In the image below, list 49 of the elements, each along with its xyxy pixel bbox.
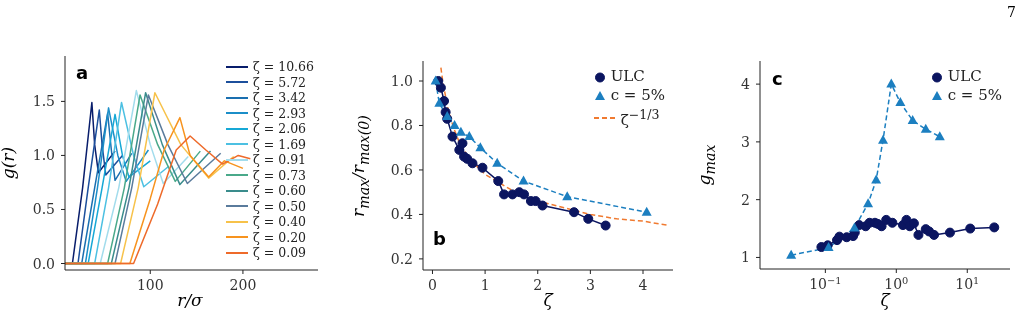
y-tick-label: 3 (741, 133, 750, 150)
y-tick-label: 4 (741, 76, 751, 93)
x-axis-title: ζ (880, 290, 890, 310)
legend-label: ζ = 0.09 (253, 245, 307, 261)
x-tick-label: 4 (638, 277, 648, 293)
legend-label: ζ = 0.91 (253, 152, 307, 168)
legend-label: c = 5% (947, 86, 1002, 105)
legend-label: ζ = 1.69 (253, 136, 307, 152)
x-tick-label: 10$^{−1}$ (809, 274, 842, 292)
x-tick-label: 200 (229, 277, 257, 293)
y-tick-label: 1.5 (32, 93, 55, 110)
y-tick-label: 1.0 (32, 147, 55, 164)
x-tick-label: 2 (533, 277, 543, 293)
x-tick-label: 100 (136, 277, 164, 293)
y-tick-label: 0.6 (390, 161, 414, 178)
y-tick-label: 2 (741, 191, 750, 208)
legend-label: ULC (610, 67, 645, 86)
legend-label: ζ = 0.60 (253, 183, 307, 199)
x-tick-label: 0 (428, 277, 437, 293)
legend-label: ζ = 2.93 (253, 105, 307, 121)
x-axis-title: r/σ (177, 290, 203, 310)
legend-label: ULC (947, 67, 982, 86)
x-axis-title: ζ (543, 290, 553, 310)
legend-label: ζ = 3.42 (253, 90, 307, 106)
text: 7 (1007, 4, 1016, 20)
y-tick-label: 1 (741, 249, 750, 266)
legend-label: ζ = 0.50 (253, 198, 307, 214)
y-axis-title: g(r) (0, 146, 18, 180)
x-tick-label: 3 (585, 277, 595, 293)
y-tick-label: 0.8 (390, 117, 413, 134)
x-tick-label: 1 (480, 277, 490, 293)
annotation: b (433, 228, 446, 249)
legend-label: c = 5% (610, 86, 665, 105)
legend-label: ζ = 2.06 (253, 121, 307, 137)
annotation: c (772, 68, 783, 89)
x-tick-label: 10$^{0}$ (884, 274, 909, 292)
y-tick-label: 0.2 (390, 250, 413, 267)
legend-label: ζ = 10.66 (253, 59, 314, 75)
legend-label: ζ = 5.72 (253, 74, 307, 90)
y-tick-label: 1.0 (390, 73, 413, 90)
x-tick-label: 10$^{1}$ (955, 274, 980, 292)
y-tick-label: 0.0 (32, 255, 55, 272)
legend-label: ζ = 0.73 (253, 167, 307, 183)
legend-label: ζ = 0.40 (253, 214, 307, 230)
annotation: a (76, 62, 89, 83)
y-tick-label: 0.4 (390, 206, 414, 223)
legend-label: ζ = 0.20 (253, 229, 307, 245)
y-tick-label: 0.5 (32, 201, 55, 218)
legend-label: ζ$^{−1/3}$ (620, 106, 660, 130)
